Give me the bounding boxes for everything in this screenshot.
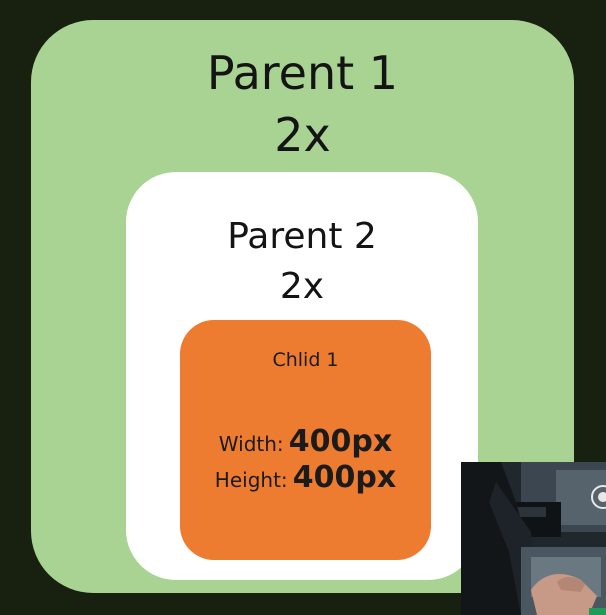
width-value: 400px [288,424,393,459]
child-1-box: Chlid 1 Width: 400px Height: 400px [180,320,431,560]
child-1-name: Chlid 1 [272,349,339,371]
parent-2-name: Parent 2 [227,216,377,257]
child-height-row: Height: 400px [180,460,431,495]
parent-1-title: Parent 1 2x [31,42,574,166]
height-label: Height: [214,468,288,492]
child-width-row: Width: 400px [180,424,431,459]
parent-2-multiplier: 2x [279,266,325,307]
parent-1-multiplier: 2x [274,108,331,162]
width-label: Width: [218,432,284,456]
parent-2-title: Parent 2 2x [126,212,478,312]
webcam-overlay [461,462,606,615]
webcam-presenter-icon [461,462,606,615]
height-value: 400px [292,460,397,495]
parent-1-name: Parent 1 [206,46,399,100]
